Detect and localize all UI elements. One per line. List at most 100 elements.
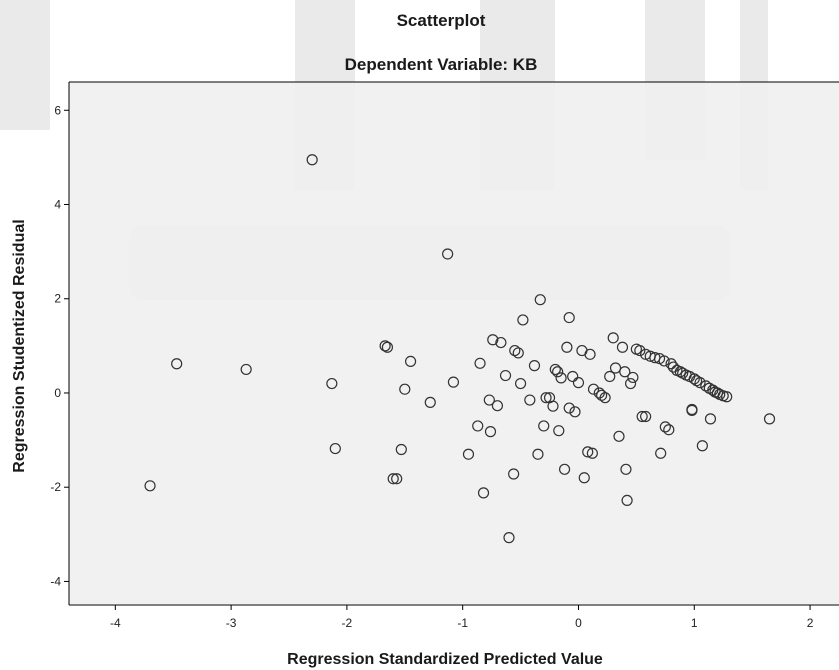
- x-tick-label: 2: [807, 616, 814, 630]
- scatter-point: [381, 341, 394, 353]
- scatter-point: [329, 442, 341, 455]
- scatter-point: [462, 448, 475, 460]
- scatter-point: [395, 443, 407, 456]
- scatter-point: [549, 363, 561, 376]
- scatter-point: [609, 362, 622, 374]
- scatter-point: [555, 372, 567, 384]
- scatter-point: [582, 446, 594, 458]
- x-tick-label: -3: [226, 616, 237, 630]
- scatter-point: [447, 376, 460, 388]
- scatter-point: [495, 336, 507, 349]
- scatter-point: [578, 472, 590, 484]
- scatter-point: [634, 344, 646, 357]
- scatter-point: [517, 314, 529, 326]
- scatter-point: [616, 341, 629, 353]
- scatter-point: [512, 347, 524, 359]
- chart-subtitle: Dependent Variable: KB: [345, 55, 538, 74]
- scatter-point: [558, 463, 571, 475]
- x-tick-label: -4: [110, 616, 121, 630]
- scatter-point: [599, 392, 611, 404]
- y-tick-label: 4: [54, 198, 61, 212]
- y-tick-label: -2: [50, 480, 61, 494]
- y-tick-label: -4: [50, 574, 61, 588]
- scatter-point: [508, 468, 520, 480]
- scatter-point: [499, 369, 512, 382]
- scatter-point: [587, 383, 600, 395]
- scatter-point: [509, 344, 521, 357]
- scatter-point: [387, 473, 399, 485]
- scatter-point: [171, 358, 183, 370]
- scatter-point: [472, 420, 484, 432]
- plot-area: [69, 82, 839, 604]
- scatter-point: [704, 413, 717, 425]
- scatter-point: [569, 406, 581, 418]
- y-tick-label: 2: [54, 292, 61, 306]
- scatter-point: [538, 420, 550, 432]
- scatter-point: [528, 360, 541, 372]
- x-tick-label: -1: [457, 616, 468, 630]
- scatter-point: [607, 332, 619, 344]
- scatter-point: [694, 377, 706, 389]
- scatter-point: [240, 363, 252, 376]
- scatter-point: [404, 355, 417, 368]
- scatter-point: [540, 392, 552, 404]
- scatter-point: [620, 463, 632, 475]
- scatter-point: [477, 487, 490, 499]
- x-tick-label: 1: [691, 616, 698, 630]
- scatter-point: [636, 410, 648, 423]
- scatter-point: [655, 447, 667, 459]
- data-points: [144, 154, 776, 544]
- x-tick-label: 0: [575, 616, 582, 630]
- scatter-point: [604, 370, 616, 383]
- scatter-point: [665, 358, 677, 370]
- scatter-point: [596, 389, 608, 401]
- scatter-point: [552, 366, 564, 378]
- scatter-point: [563, 402, 575, 414]
- scatter-point: [563, 311, 575, 324]
- scatter-point: [659, 421, 671, 433]
- scatter-point: [532, 448, 544, 460]
- scatter-point: [144, 480, 156, 492]
- scatter-point: [487, 334, 499, 346]
- scatter-point: [584, 348, 596, 360]
- scatter-point: [627, 371, 639, 384]
- scatter-point: [524, 394, 536, 406]
- scatter-point: [514, 377, 527, 390]
- scatter-point: [503, 532, 515, 544]
- scatter-point: [483, 394, 495, 406]
- y-axis-label: Regression Studentized Residual: [11, 219, 28, 472]
- scatter-point: [399, 383, 411, 395]
- scatter-point: [640, 410, 652, 423]
- scatter-point: [553, 425, 565, 437]
- scatter-point: [306, 154, 318, 166]
- scatter-point: [547, 400, 559, 412]
- y-tick-label: 0: [54, 386, 61, 400]
- chart-title: Scatterplot: [397, 11, 486, 30]
- scatter-point: [619, 366, 631, 378]
- scatter-point: [624, 377, 637, 390]
- scatter-point: [534, 294, 546, 306]
- scatter-point: [721, 391, 733, 403]
- scatter-point: [658, 355, 670, 367]
- scatter-point: [424, 396, 436, 408]
- scatter-point: [663, 424, 675, 436]
- x-axis-ticks: -4 -3 -2 -1 0 1 2: [110, 605, 814, 630]
- scatter-point: [442, 248, 454, 260]
- scatter-point: [688, 373, 700, 385]
- scatter-point: [484, 426, 497, 438]
- scatter-point: [567, 370, 579, 383]
- scatter-point: [586, 447, 598, 459]
- scatter-point: [711, 387, 724, 399]
- scatter-point: [561, 341, 573, 353]
- scatter-point: [613, 430, 625, 442]
- y-axis-ticks: -4 -2 0 2 4 6: [50, 103, 69, 588]
- scatter-point: [696, 440, 708, 452]
- scatter-point: [621, 494, 633, 506]
- scatter-point: [572, 377, 585, 389]
- scatter-point: [674, 366, 686, 378]
- scatter-point: [491, 400, 504, 412]
- scatter-point: [474, 357, 486, 369]
- x-axis-label: Regression Standardized Predicted Value: [287, 651, 603, 668]
- scatter-point: [326, 377, 338, 390]
